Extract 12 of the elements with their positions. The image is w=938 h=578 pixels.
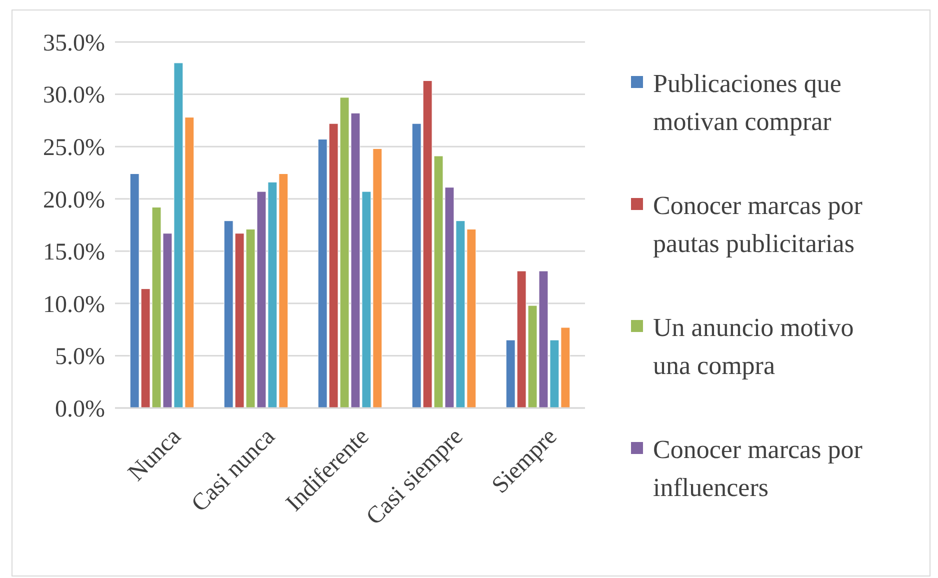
legend-label: Conocer marcas por influencers [653, 435, 863, 502]
y-tick-label: 10.0% [43, 292, 105, 318]
legend-label: Publicaciones que motivan comprar [653, 69, 842, 136]
y-tick-label: 20.0% [43, 187, 105, 214]
y-tick-label: 0.0% [55, 396, 105, 422]
legend-label: Un anuncio motivo una compra [653, 313, 854, 380]
y-tick-label: 30.0% [43, 82, 105, 109]
y-tick-label: 15.0% [43, 240, 105, 266]
y-tick-label: 5.0% [55, 344, 105, 370]
y-tick-label: 25.0% [43, 134, 105, 161]
legend-label: Conocer marcas por pautas publicitarias [653, 191, 863, 258]
y-tick-label: 35.0% [43, 30, 105, 56]
